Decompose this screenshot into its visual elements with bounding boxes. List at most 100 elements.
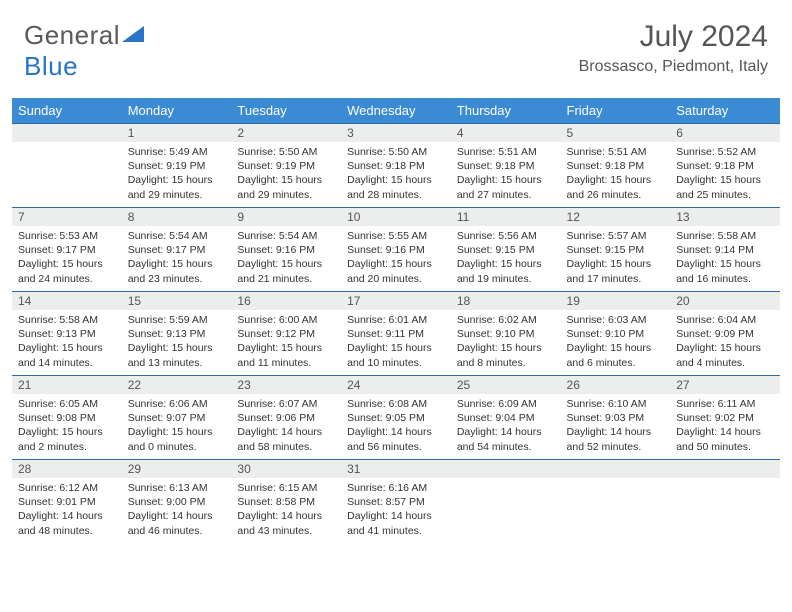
sunset-text: Sunset: 9:18 PM bbox=[347, 159, 445, 173]
day-number: 11 bbox=[451, 208, 561, 226]
sunrise-text: Sunrise: 6:10 AM bbox=[567, 397, 665, 411]
sunrise-text: Sunrise: 5:56 AM bbox=[457, 229, 555, 243]
sunrise-text: Sunrise: 5:54 AM bbox=[128, 229, 226, 243]
week-row: 1Sunrise: 5:49 AMSunset: 9:19 PMDaylight… bbox=[12, 124, 780, 208]
day-body: Sunrise: 5:54 AMSunset: 9:17 PMDaylight:… bbox=[122, 226, 232, 288]
sunrise-text: Sunrise: 5:53 AM bbox=[18, 229, 116, 243]
day-cell: 28Sunrise: 6:12 AMSunset: 9:01 PMDayligh… bbox=[12, 460, 122, 544]
day-body: Sunrise: 6:16 AMSunset: 8:57 PMDaylight:… bbox=[341, 478, 451, 540]
day-body: Sunrise: 5:49 AMSunset: 9:19 PMDaylight:… bbox=[122, 142, 232, 204]
day-body: Sunrise: 5:54 AMSunset: 9:16 PMDaylight:… bbox=[231, 226, 341, 288]
sunset-text: Sunset: 8:58 PM bbox=[237, 495, 335, 509]
sunrise-text: Sunrise: 6:07 AM bbox=[237, 397, 335, 411]
logo-part1: General bbox=[24, 20, 120, 50]
daylight-text: Daylight: 15 hours and 6 minutes. bbox=[567, 341, 665, 369]
day-cell: 14Sunrise: 5:58 AMSunset: 9:13 PMDayligh… bbox=[12, 292, 122, 376]
sunset-text: Sunset: 9:03 PM bbox=[567, 411, 665, 425]
day-body: Sunrise: 6:15 AMSunset: 8:58 PMDaylight:… bbox=[231, 478, 341, 540]
location: Brossasco, Piedmont, Italy bbox=[579, 58, 768, 76]
day-header: Wednesday bbox=[341, 98, 451, 124]
sunrise-text: Sunrise: 5:52 AM bbox=[676, 145, 774, 159]
header: GeneralBlue July 2024 Brossasco, Piedmon… bbox=[0, 0, 792, 90]
sunset-text: Sunset: 9:06 PM bbox=[237, 411, 335, 425]
daylight-text: Daylight: 15 hours and 29 minutes. bbox=[237, 173, 335, 201]
sunset-text: Sunset: 9:17 PM bbox=[128, 243, 226, 257]
day-body: Sunrise: 6:12 AMSunset: 9:01 PMDaylight:… bbox=[12, 478, 122, 540]
sunset-text: Sunset: 9:13 PM bbox=[128, 327, 226, 341]
sunrise-text: Sunrise: 6:00 AM bbox=[237, 313, 335, 327]
day-body: Sunrise: 5:59 AMSunset: 9:13 PMDaylight:… bbox=[122, 310, 232, 372]
daylight-text: Daylight: 15 hours and 2 minutes. bbox=[18, 425, 116, 453]
day-body: Sunrise: 6:03 AMSunset: 9:10 PMDaylight:… bbox=[561, 310, 671, 372]
day-body: Sunrise: 5:58 AMSunset: 9:14 PMDaylight:… bbox=[670, 226, 780, 288]
sunrise-text: Sunrise: 5:58 AM bbox=[18, 313, 116, 327]
sunrise-text: Sunrise: 6:01 AM bbox=[347, 313, 445, 327]
day-body: Sunrise: 6:06 AMSunset: 9:07 PMDaylight:… bbox=[122, 394, 232, 456]
daylight-text: Daylight: 15 hours and 13 minutes. bbox=[128, 341, 226, 369]
day-number: 28 bbox=[12, 460, 122, 478]
month-title: July 2024 bbox=[579, 20, 768, 54]
day-body bbox=[12, 142, 122, 147]
daylight-text: Daylight: 14 hours and 43 minutes. bbox=[237, 509, 335, 537]
day-header-row: SundayMondayTuesdayWednesdayThursdayFrid… bbox=[12, 98, 780, 124]
day-number bbox=[451, 460, 561, 478]
day-cell: 11Sunrise: 5:56 AMSunset: 9:15 PMDayligh… bbox=[451, 208, 561, 292]
day-number: 25 bbox=[451, 376, 561, 394]
day-cell: 16 Sunrise: 6:00 AMSunset: 9:12 PMDayligh… bbox=[231, 292, 341, 376]
day-cell: 20Sunrise: 6:04 AMSunset: 9:09 PMDayligh… bbox=[670, 292, 780, 376]
day-number: 6 bbox=[670, 124, 780, 142]
day-body: Sunrise: 6:05 AMSunset: 9:08 PMDaylight:… bbox=[12, 394, 122, 456]
sunrise-text: Sunrise: 6:12 AM bbox=[18, 481, 116, 495]
day-number: 30 bbox=[231, 460, 341, 478]
day-number: 1 bbox=[122, 124, 232, 142]
day-cell: 9Sunrise: 5:54 AMSunset: 9:16 PMDaylight… bbox=[231, 208, 341, 292]
day-body: Sunrise: 6:04 AMSunset: 9:09 PMDaylight:… bbox=[670, 310, 780, 372]
day-number: 31 bbox=[341, 460, 451, 478]
daylight-text: Daylight: 15 hours and 10 minutes. bbox=[347, 341, 445, 369]
day-body: Sunrise: 6:10 AMSunset: 9:03 PMDaylight:… bbox=[561, 394, 671, 456]
day-cell: 17Sunrise: 6:01 AMSunset: 9:11 PMDayligh… bbox=[341, 292, 451, 376]
day-cell bbox=[12, 124, 122, 208]
daylight-text: Daylight: 15 hours and 16 minutes. bbox=[676, 257, 774, 285]
sunrise-text: Sunrise: 5:50 AM bbox=[237, 145, 335, 159]
sunset-text: Sunset: 9:16 PM bbox=[347, 243, 445, 257]
sunrise-text: Sunrise: 5:58 AM bbox=[676, 229, 774, 243]
daylight-text: Daylight: 15 hours and 11 minutes. bbox=[237, 341, 335, 369]
daylight-text: Daylight: 14 hours and 46 minutes. bbox=[128, 509, 226, 537]
sunrise-text: Sunrise: 5:51 AM bbox=[567, 145, 665, 159]
daylight-text: Daylight: 14 hours and 58 minutes. bbox=[237, 425, 335, 453]
day-number: 16 bbox=[231, 292, 341, 310]
day-body: Sunrise: 5:50 AMSunset: 9:18 PMDaylight:… bbox=[341, 142, 451, 204]
day-cell: 23Sunrise: 6:07 AMSunset: 9:06 PMDayligh… bbox=[231, 376, 341, 460]
day-body: Sunrise: 5:53 AMSunset: 9:17 PMDaylight:… bbox=[12, 226, 122, 288]
day-number: 19 bbox=[561, 292, 671, 310]
daylight-text: Daylight: 14 hours and 54 minutes. bbox=[457, 425, 555, 453]
sunset-text: Sunset: 9:02 PM bbox=[676, 411, 774, 425]
sunset-text: Sunset: 9:16 PM bbox=[237, 243, 335, 257]
day-body: Sunrise: 6:01 AMSunset: 9:11 PMDaylight:… bbox=[341, 310, 451, 372]
day-body: Sunrise: 6:08 AMSunset: 9:05 PMDaylight:… bbox=[341, 394, 451, 456]
daylight-text: Daylight: 15 hours and 14 minutes. bbox=[18, 341, 116, 369]
day-cell: 13Sunrise: 5:58 AMSunset: 9:14 PMDayligh… bbox=[670, 208, 780, 292]
sunrise-text: Sunrise: 5:51 AM bbox=[457, 145, 555, 159]
day-body: Sunrise: 6:02 AMSunset: 9:10 PMDaylight:… bbox=[451, 310, 561, 372]
day-number: 24 bbox=[341, 376, 451, 394]
sunrise-text: Sunrise: 6:06 AM bbox=[128, 397, 226, 411]
day-number bbox=[670, 460, 780, 478]
day-header: Sunday bbox=[12, 98, 122, 124]
day-cell bbox=[451, 460, 561, 544]
sunset-text: Sunset: 9:19 PM bbox=[128, 159, 226, 173]
sunset-text: Sunset: 9:12 PM bbox=[237, 327, 335, 341]
calendar-body: 1Sunrise: 5:49 AMSunset: 9:19 PMDaylight… bbox=[12, 124, 780, 544]
day-number: 2 bbox=[231, 124, 341, 142]
day-number: 29 bbox=[122, 460, 232, 478]
day-header: Monday bbox=[122, 98, 232, 124]
day-header: Saturday bbox=[670, 98, 780, 124]
day-cell: 2Sunrise: 5:50 AMSunset: 9:19 PMDaylight… bbox=[231, 124, 341, 208]
day-header: Tuesday bbox=[231, 98, 341, 124]
sunrise-text: Sunrise: 6:02 AM bbox=[457, 313, 555, 327]
day-number: 17 bbox=[341, 292, 451, 310]
sunset-text: Sunset: 9:17 PM bbox=[18, 243, 116, 257]
day-cell: 25Sunrise: 6:09 AMSunset: 9:04 PMDayligh… bbox=[451, 376, 561, 460]
day-number: 7 bbox=[12, 208, 122, 226]
